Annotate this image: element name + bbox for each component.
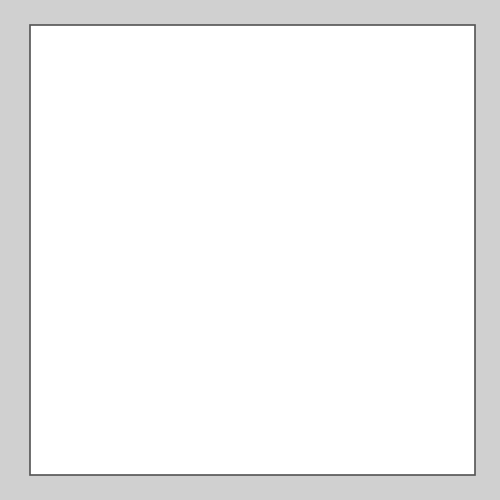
Text: 12.5±0.05: 12.5±0.05 bbox=[210, 116, 268, 126]
Text: D: D bbox=[180, 240, 188, 250]
Text: Unit: mm: Unit: mm bbox=[386, 52, 435, 62]
Text: hole: hole bbox=[380, 374, 404, 384]
Text: +0.1: +0.1 bbox=[352, 274, 358, 288]
Text: 1.5: 1.5 bbox=[340, 224, 359, 234]
Text: +0.1: +0.1 bbox=[362, 222, 376, 228]
Text: 7: 7 bbox=[114, 227, 121, 237]
Text: B: B bbox=[244, 374, 252, 384]
Bar bbox=[179, 294, 190, 305]
Text: 0: 0 bbox=[362, 234, 366, 239]
Text: +0.1: +0.1 bbox=[368, 373, 383, 378]
Text: A: A bbox=[209, 374, 216, 384]
Text: 5: 5 bbox=[218, 200, 225, 209]
Text: Tolerance : ±0.1: Tolerance : ±0.1 bbox=[362, 434, 454, 444]
Text: 7.5: 7.5 bbox=[128, 272, 146, 282]
Text: E: E bbox=[252, 234, 259, 243]
Text: C: C bbox=[227, 374, 234, 384]
Text: 0: 0 bbox=[368, 364, 372, 370]
Text: 2.6: 2.6 bbox=[337, 286, 347, 304]
Bar bbox=[288, 294, 299, 305]
Text: 0: 0 bbox=[352, 300, 358, 304]
Text: 5: 5 bbox=[227, 392, 234, 402]
Text: 5-ø1: 5-ø1 bbox=[335, 374, 356, 384]
